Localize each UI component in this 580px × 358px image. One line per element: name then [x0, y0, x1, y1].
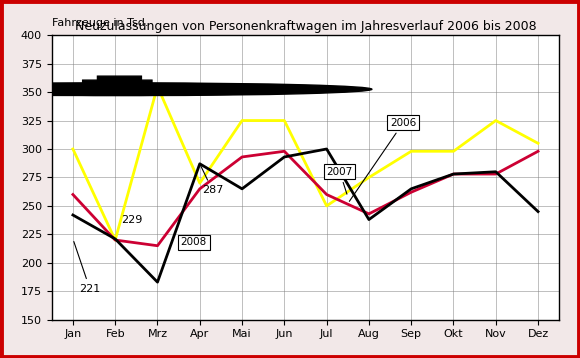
Text: 2008: 2008 — [181, 237, 207, 247]
Text: 229: 229 — [122, 215, 143, 225]
FancyBboxPatch shape — [97, 76, 142, 82]
Text: Fahrzeuge in Tsd.: Fahrzeuge in Tsd. — [52, 18, 148, 28]
Title: Neuzulassungen von Personenkraftwagen im Jahresverlauf 2006 bis 2008: Neuzulassungen von Personenkraftwagen im… — [75, 20, 536, 33]
Circle shape — [0, 83, 328, 96]
Text: 2007: 2007 — [327, 167, 353, 194]
Text: 287: 287 — [201, 166, 223, 195]
FancyBboxPatch shape — [82, 80, 152, 88]
Text: 221: 221 — [74, 242, 100, 294]
Text: 2006: 2006 — [349, 118, 416, 201]
Circle shape — [0, 83, 372, 96]
